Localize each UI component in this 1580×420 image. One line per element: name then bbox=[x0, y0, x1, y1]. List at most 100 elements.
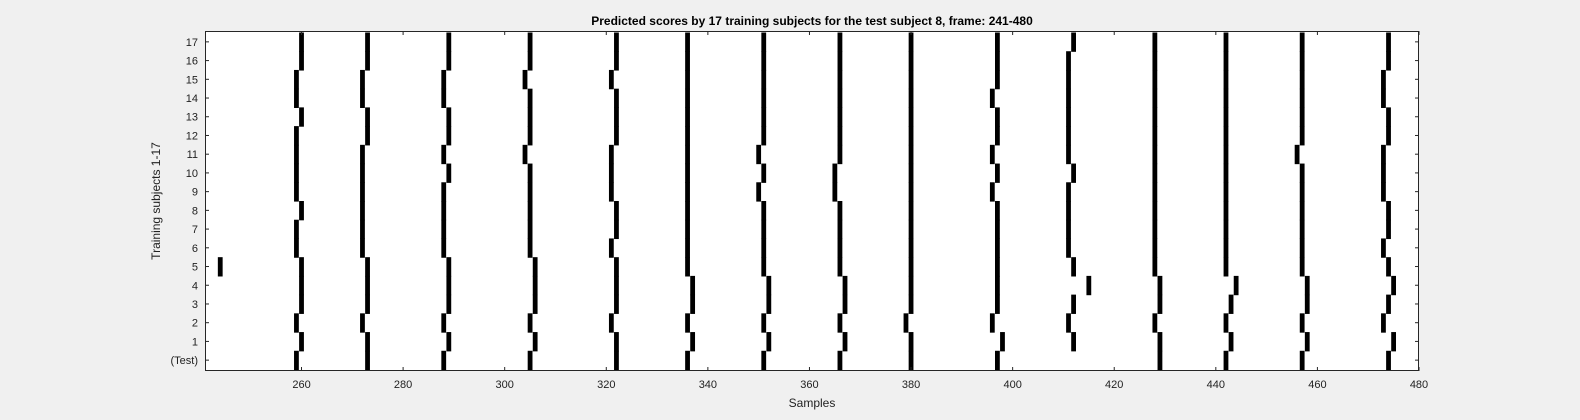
event-mark bbox=[756, 144, 762, 165]
y-tick-label: 11 bbox=[187, 149, 198, 161]
event-mark bbox=[1386, 201, 1391, 221]
event-mark bbox=[608, 313, 614, 333]
event-mark bbox=[294, 88, 299, 108]
event-mark bbox=[1299, 88, 1305, 108]
event-mark bbox=[1066, 51, 1071, 71]
event-mark bbox=[1152, 201, 1158, 221]
event-mark bbox=[685, 238, 690, 258]
x-tick-label: 300 bbox=[496, 379, 514, 391]
event-mark bbox=[1223, 126, 1229, 146]
event-mark bbox=[685, 88, 690, 108]
event-mark bbox=[294, 219, 299, 240]
event-mark bbox=[1223, 257, 1229, 277]
event-mark bbox=[1152, 107, 1158, 127]
event-mark bbox=[1386, 51, 1391, 71]
event-mark bbox=[608, 69, 614, 90]
event-mark bbox=[1152, 163, 1158, 183]
event-mark bbox=[995, 201, 1000, 221]
event-mark bbox=[1386, 126, 1391, 146]
event-mark bbox=[294, 182, 299, 202]
event-mark bbox=[685, 201, 690, 221]
event-mark bbox=[1152, 88, 1158, 108]
event-mark bbox=[1381, 313, 1386, 333]
event-mark bbox=[1223, 107, 1229, 127]
event-mark bbox=[995, 257, 1000, 277]
event-mark bbox=[761, 163, 767, 183]
event-mark bbox=[294, 313, 299, 333]
x-tick-label: 260 bbox=[292, 379, 310, 391]
event-mark bbox=[1152, 313, 1158, 333]
event-mark bbox=[360, 88, 365, 108]
event-mark bbox=[614, 219, 619, 240]
event-mark bbox=[837, 88, 843, 108]
event-mark bbox=[527, 107, 533, 127]
event-mark bbox=[614, 201, 619, 221]
x-tick-label: 480 bbox=[1410, 379, 1428, 391]
x-tick-label: 460 bbox=[1308, 379, 1326, 391]
event-mark bbox=[1071, 257, 1076, 277]
event-mark bbox=[608, 144, 614, 165]
event-mark bbox=[761, 350, 767, 371]
event-mark bbox=[1228, 332, 1234, 352]
plot-frame bbox=[205, 31, 1419, 371]
event-mark bbox=[989, 313, 995, 333]
event-mark bbox=[756, 182, 762, 202]
event-mark bbox=[1000, 332, 1005, 352]
event-mark bbox=[365, 332, 370, 352]
event-mark bbox=[614, 51, 619, 71]
event-mark bbox=[1071, 294, 1076, 314]
x-tick-label: 360 bbox=[800, 379, 818, 391]
x-tick-label: 380 bbox=[902, 379, 920, 391]
event-mark bbox=[1299, 201, 1305, 221]
event-mark bbox=[299, 107, 304, 127]
event-mark bbox=[685, 144, 690, 165]
event-mark bbox=[527, 163, 533, 183]
event-mark bbox=[527, 219, 533, 240]
event-mark bbox=[1223, 182, 1229, 202]
event-mark bbox=[995, 126, 1000, 146]
event-mark bbox=[995, 32, 1000, 52]
event-mark bbox=[532, 332, 538, 352]
event-mark bbox=[832, 163, 838, 183]
event-mark bbox=[360, 144, 365, 165]
y-tick-label: 9 bbox=[192, 187, 198, 199]
event-mark bbox=[360, 69, 365, 90]
event-mark bbox=[1152, 144, 1158, 165]
event-mark bbox=[527, 182, 533, 202]
event-mark bbox=[842, 332, 848, 352]
event-mark bbox=[837, 51, 843, 71]
event-mark bbox=[1381, 144, 1386, 165]
event-mark bbox=[685, 350, 690, 371]
event-mark bbox=[522, 69, 528, 90]
event-mark bbox=[1223, 88, 1229, 108]
event-mark bbox=[299, 332, 304, 352]
y-axis-label: Training subjects 1-17 bbox=[149, 142, 163, 260]
event-mark bbox=[1233, 275, 1239, 296]
event-mark bbox=[995, 238, 1000, 258]
event-mark bbox=[294, 163, 299, 183]
event-mark bbox=[1391, 275, 1397, 296]
event-mark bbox=[685, 313, 690, 333]
event-mark bbox=[685, 51, 690, 71]
event-mark bbox=[299, 294, 304, 314]
y-tick-label: 15 bbox=[186, 74, 198, 86]
event-mark bbox=[446, 163, 452, 183]
event-mark bbox=[614, 275, 619, 296]
event-mark bbox=[1152, 69, 1158, 90]
event-mark bbox=[1299, 313, 1305, 333]
event-mark bbox=[1223, 32, 1229, 52]
event-mark bbox=[908, 107, 914, 127]
event-mark bbox=[1223, 201, 1229, 221]
event-mark bbox=[608, 182, 614, 202]
event-mark bbox=[995, 219, 1000, 240]
event-mark bbox=[761, 219, 767, 240]
event-mark bbox=[608, 238, 614, 258]
event-mark bbox=[761, 88, 767, 108]
event-mark bbox=[837, 238, 843, 258]
event-mark bbox=[441, 238, 447, 258]
event-mark bbox=[1086, 275, 1092, 296]
event-mark bbox=[761, 51, 767, 71]
event-mark bbox=[908, 201, 914, 221]
